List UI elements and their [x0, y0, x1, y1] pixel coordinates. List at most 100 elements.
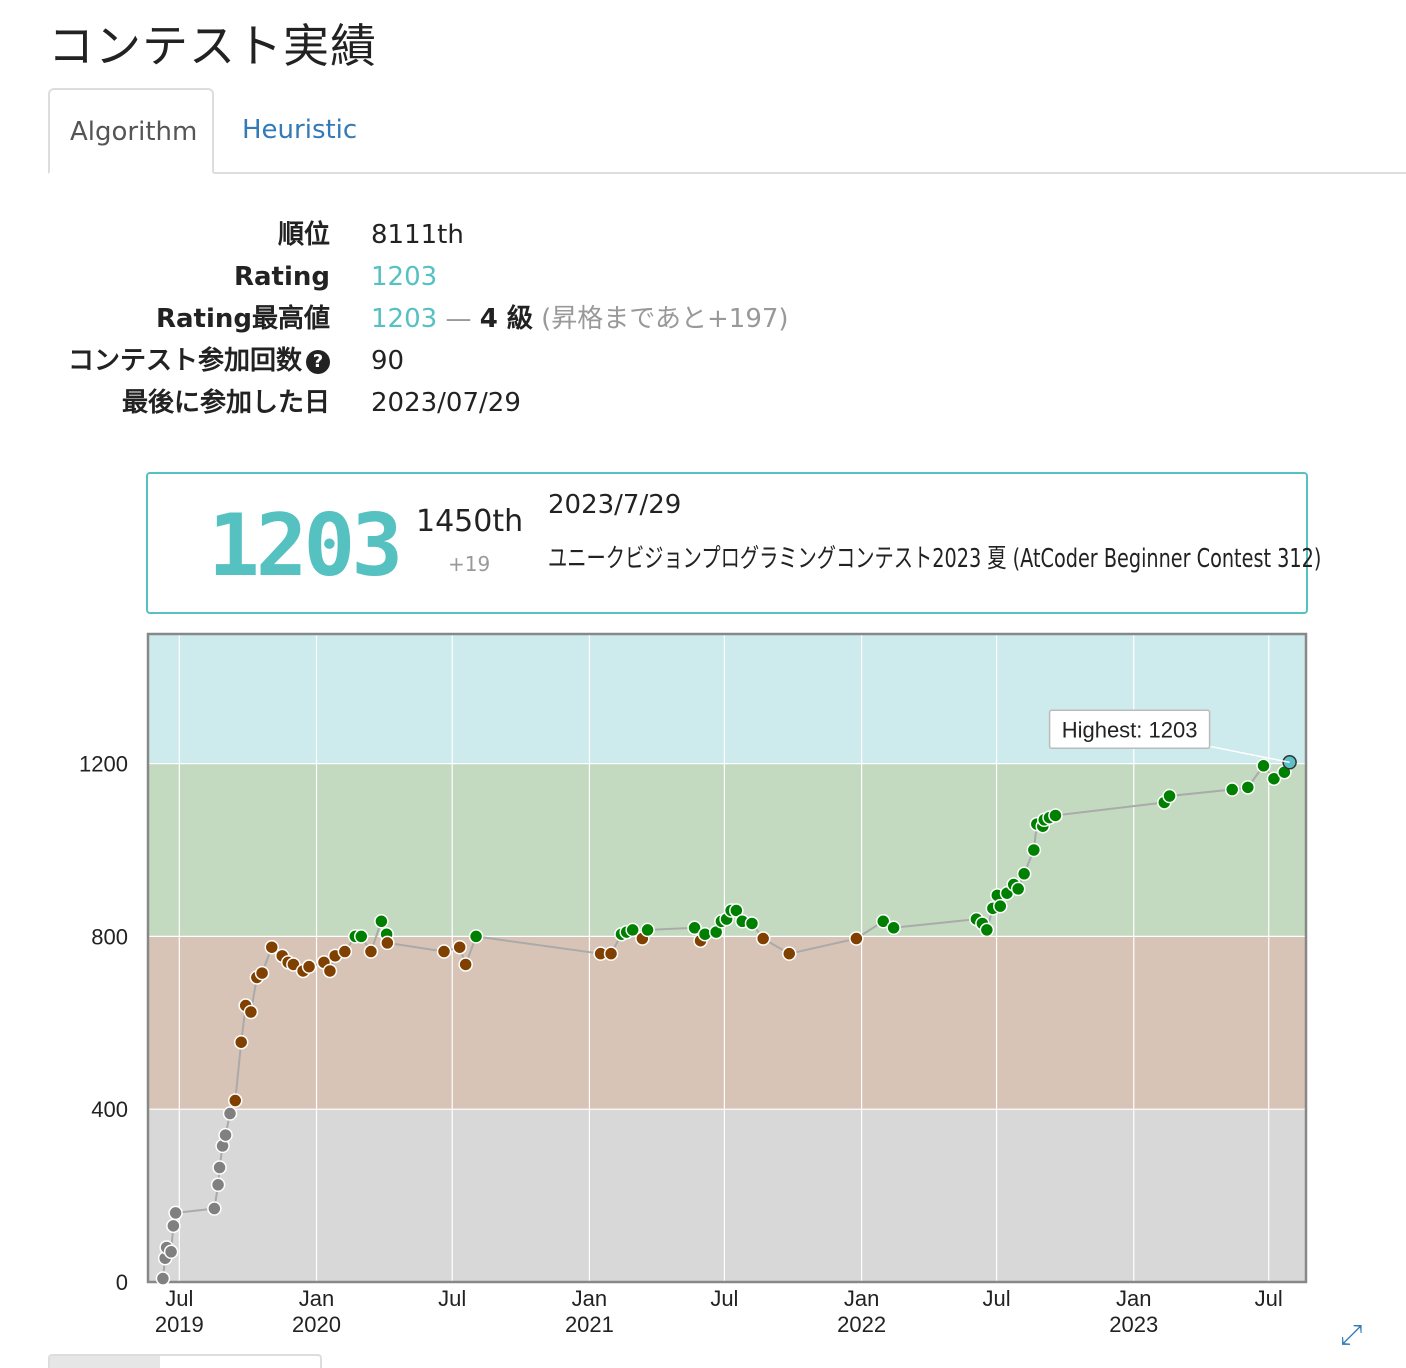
rating-point	[1010, 881, 1026, 897]
rating-point	[222, 1106, 238, 1121]
x-tick-month: Jul	[982, 1286, 1010, 1311]
rating-point	[212, 1160, 227, 1175]
rating-point	[363, 944, 379, 959]
x-tick-month: Jul	[710, 1286, 738, 1311]
rating-point	[163, 1244, 179, 1260]
rating-point	[301, 959, 317, 974]
status-contest-name[interactable]: ユニークビジョンプログラミングコンテスト2023 夏 (AtCoder Begi…	[548, 544, 1322, 574]
x-tick-year: 2021	[565, 1312, 614, 1337]
x-tick-month: Jul	[438, 1286, 466, 1311]
rating-point	[1224, 782, 1240, 797]
x-tick-month: Jan	[572, 1286, 607, 1311]
rating-point	[155, 1271, 171, 1286]
rating-point	[1048, 808, 1063, 823]
highest-label: Highest: 1203	[1062, 717, 1198, 742]
status-date: 2023/7/29	[548, 490, 682, 520]
rating-point	[468, 929, 484, 944]
bottom-tab-bar	[48, 1354, 322, 1368]
rating-point	[1256, 758, 1271, 774]
rating-point	[979, 922, 995, 938]
rating-point	[218, 1127, 233, 1143]
highest-kyu: 4 級	[479, 304, 533, 334]
rating-chart: Jul 2019 Jan 2020 Jul Jan 2021 Jul Jan 2022 Jul Jan…	[0, 628, 1406, 1352]
rating-point	[603, 946, 619, 961]
rating-band-0	[148, 1109, 1306, 1282]
rating-point	[782, 946, 797, 961]
rating-point	[1266, 771, 1282, 786]
highest-label-box	[1048, 709, 1211, 750]
rating-band-1	[148, 936, 1306, 1110]
x-tick-year: 2019	[155, 1312, 204, 1337]
y-tick-label: 400	[91, 1097, 128, 1122]
tab-algorithm[interactable]: Algorithm	[48, 88, 214, 174]
x-tick-month: Jul	[1255, 1286, 1283, 1311]
rating-point	[227, 1093, 243, 1108]
rating-point	[744, 916, 760, 931]
rating-point	[254, 965, 270, 981]
rating-point	[374, 914, 389, 929]
plot-frame	[146, 632, 1308, 1284]
status-place: 1450th	[416, 504, 524, 539]
highest-separator: —	[445, 304, 472, 334]
rating-point	[207, 1201, 222, 1216]
rating-point	[168, 1205, 183, 1221]
rating-point	[354, 929, 369, 944]
y-tick-label: 0	[116, 1270, 128, 1295]
y-tick-label: 1200	[79, 752, 128, 777]
rating-value: 1203	[371, 262, 438, 292]
rating-point	[875, 914, 891, 929]
rating-point	[210, 1177, 226, 1193]
rating-point	[322, 963, 338, 979]
highest-value-group: 1203 — 4 級 (昇格まであと+197)	[371, 298, 789, 340]
rating-point	[1026, 842, 1042, 858]
rating-status-box: 1203 1450th +19 2023/7/29 ユニークビジョンプログラミン…	[146, 472, 1321, 614]
y-tick-label: 800	[91, 924, 128, 949]
x-tick-year: 2022	[837, 1312, 886, 1337]
rating-point	[993, 898, 1008, 914]
x-tick-month: Jul	[165, 1286, 193, 1311]
rating-point	[687, 920, 702, 936]
rating-point	[1240, 780, 1256, 795]
page-title: コンテスト実績	[48, 19, 377, 73]
question-circle-icon[interactable]: ?	[306, 349, 330, 374]
count-label: コンテスト参加回数	[67, 346, 302, 376]
rating-point	[849, 931, 864, 946]
rating-point	[755, 931, 771, 946]
status-diff: +19	[448, 552, 491, 576]
rank-value: 8111th	[371, 220, 464, 250]
count-label-group: コンテスト参加回数?	[0, 340, 330, 382]
promotion-note: (昇格まであと+197)	[541, 304, 789, 334]
contest-tabs: Algorithm Heuristic	[48, 88, 1406, 174]
x-tick-month: Jan	[299, 1286, 334, 1311]
expand-icon[interactable]: ⤢	[1340, 1318, 1363, 1351]
rating-point	[1162, 788, 1177, 804]
rating-point	[1016, 866, 1032, 882]
rating-point	[243, 1004, 259, 1020]
rating-point	[886, 920, 901, 936]
rating-point	[380, 935, 395, 951]
count-value: 90	[371, 346, 405, 376]
rating-point	[436, 944, 452, 959]
rating-point	[337, 944, 353, 959]
rating-point	[729, 903, 744, 918]
rating-point	[452, 939, 467, 955]
rating-label: Rating	[233, 262, 330, 292]
last-value: 2023/07/29	[371, 388, 521, 418]
bottom-tab-active[interactable]	[50, 1356, 160, 1368]
last-label: 最後に参加した日	[121, 388, 330, 418]
rating-point	[640, 922, 655, 938]
status-rating: 1203	[208, 496, 403, 596]
highest-value: 1203	[371, 304, 438, 334]
x-tick-year: 2023	[1109, 1312, 1158, 1337]
rating-point	[458, 957, 473, 972]
x-tick-year: 2020	[292, 1312, 341, 1337]
tab-heuristic[interactable]: Heuristic	[242, 115, 358, 145]
rating-point	[233, 1034, 249, 1050]
highest-pointer	[1209, 745, 1290, 764]
x-tick-month: Jan	[1116, 1286, 1151, 1311]
rating-point	[166, 1218, 181, 1234]
highest-label: Rating最高値	[155, 304, 330, 334]
rating-point	[264, 939, 280, 955]
x-tick-month: Jan	[844, 1286, 879, 1311]
